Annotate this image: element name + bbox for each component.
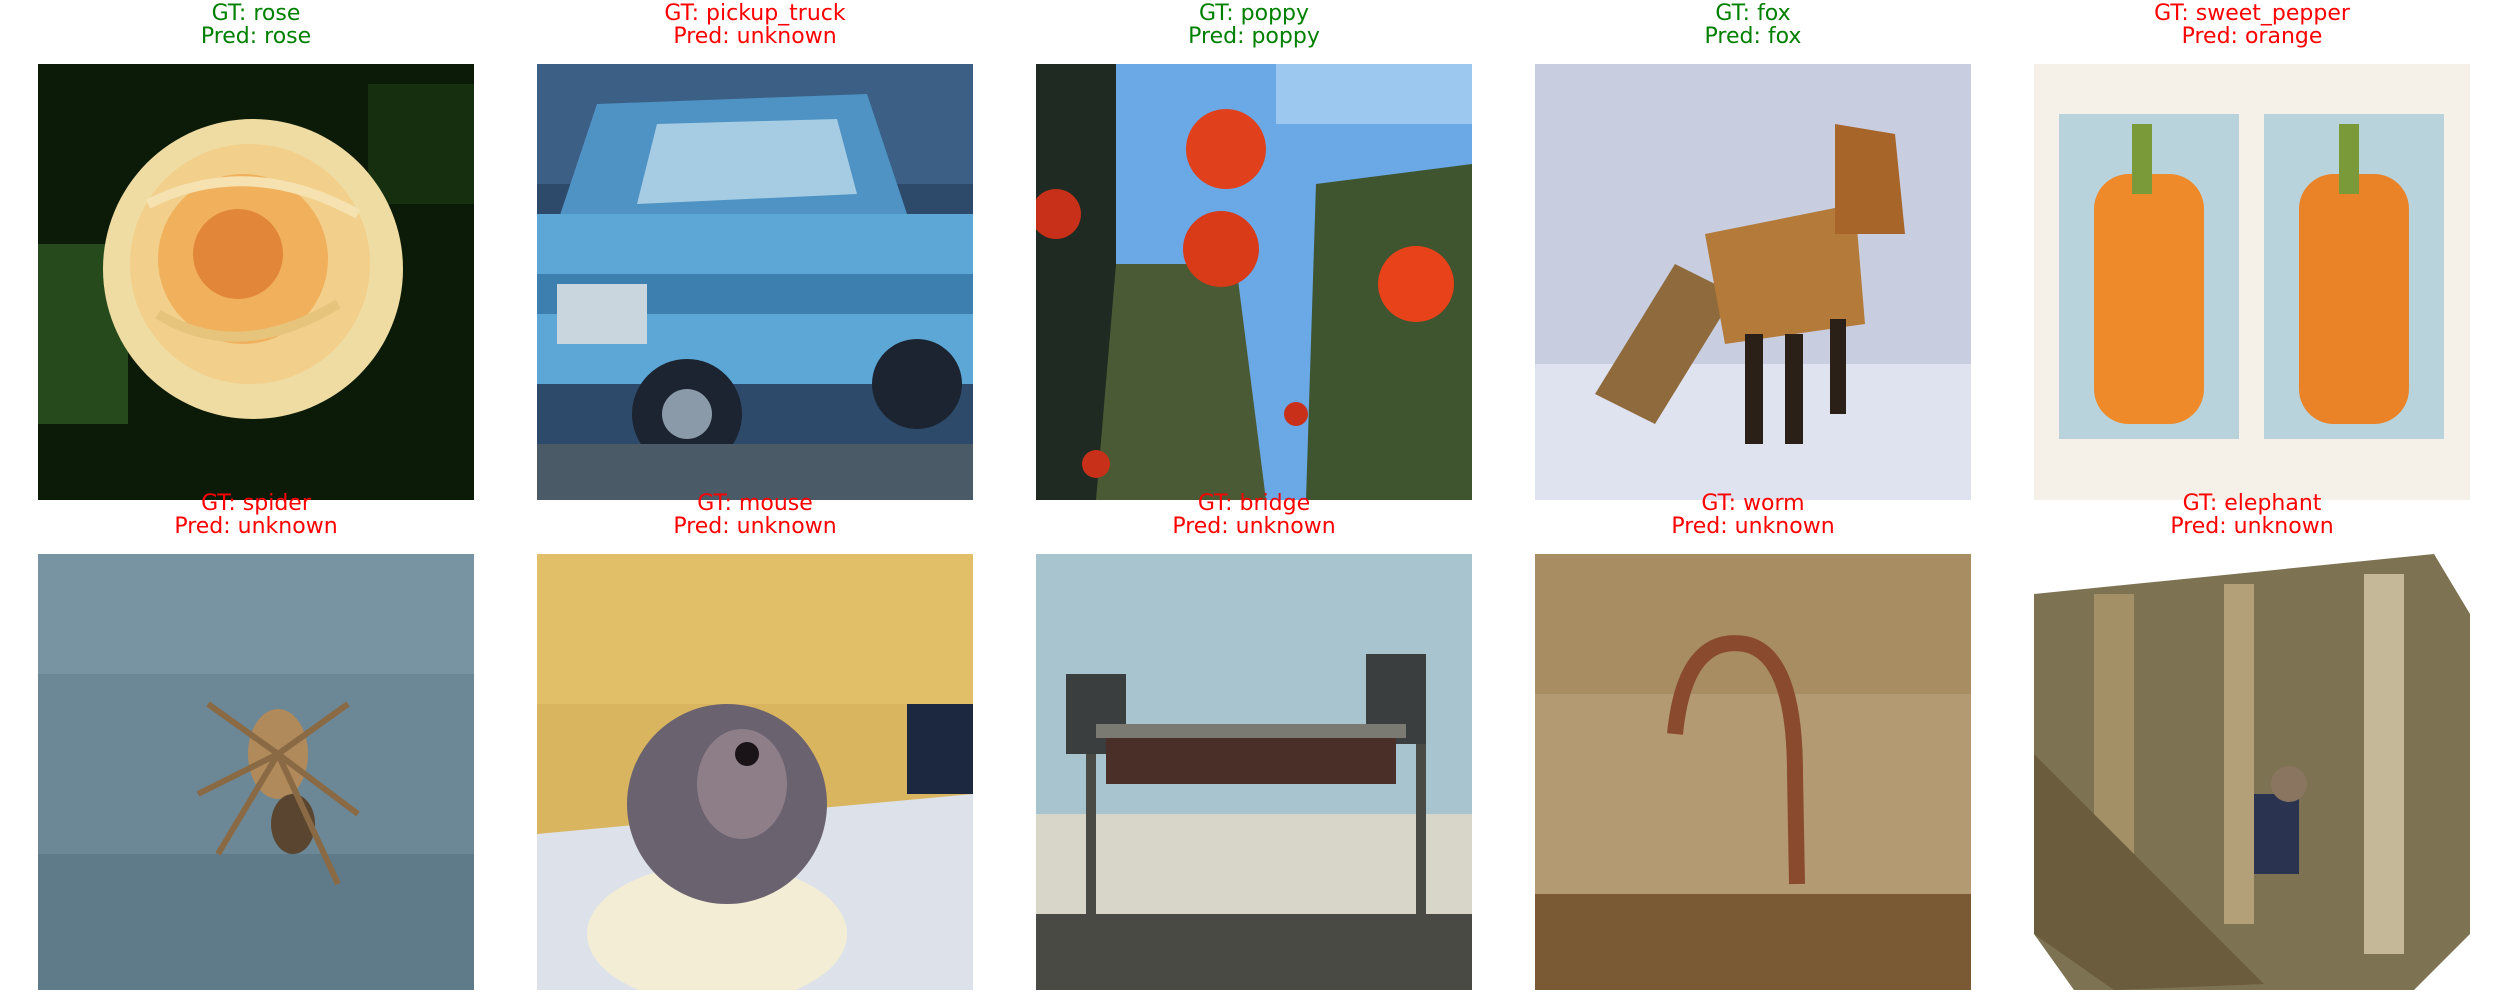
image-spider [38,554,474,990]
gt-label: GT: worm [1701,491,1805,516]
caption: GT: bridge Pred: unknown [1036,492,1472,538]
caption: GT: spider Pred: unknown [38,492,474,538]
gt-label: GT: rose [211,1,301,26]
image-poppy [1036,64,1472,500]
pred-label: Pred: unknown [673,514,837,539]
image-bridge [1036,554,1472,990]
caption: GT: poppy Pred: poppy [1036,2,1472,48]
pred-label: Pred: unknown [2170,514,2334,539]
gt-label: GT: fox [1715,1,1791,26]
pred-label: Pred: unknown [673,24,837,49]
caption: GT: mouse Pred: unknown [537,492,973,538]
image-sweet-pepper [2034,64,2470,500]
caption: GT: fox Pred: fox [1535,2,1971,48]
caption: GT: elephant Pred: unknown [2034,492,2470,538]
caption: GT: pickup_truck Pred: unknown [537,2,973,48]
pred-label: Pred: unknown [1172,514,1336,539]
gt-label: GT: mouse [697,491,813,516]
caption: GT: worm Pred: unknown [1535,492,1971,538]
gt-label: GT: poppy [1198,1,1310,26]
image-rose [38,64,474,500]
pred-label: Pred: fox [1704,24,1802,49]
image-fox [1535,64,1971,500]
gt-label: GT: sweet_pepper [2154,1,2350,26]
gt-label: GT: spider [201,491,311,516]
pred-label: Pred: poppy [1188,24,1320,49]
gt-label: GT: bridge [1197,491,1311,516]
pred-label: Pred: unknown [174,514,338,539]
image-elephant [2034,554,2470,990]
gt-label: GT: pickup_truck [664,1,846,26]
image-pickup-truck [537,64,973,500]
caption: GT: sweet_pepper Pred: orange [2034,2,2470,48]
pred-label: Pred: orange [2181,24,2323,49]
pred-label: Pred: rose [200,24,312,49]
rose-image [38,64,474,500]
pred-label: Pred: unknown [1671,514,1835,539]
caption: GT: rose Pred: rose [38,2,474,48]
gt-label: GT: elephant [2182,491,2322,516]
image-worm [1535,554,1971,990]
image-mouse [537,554,973,990]
